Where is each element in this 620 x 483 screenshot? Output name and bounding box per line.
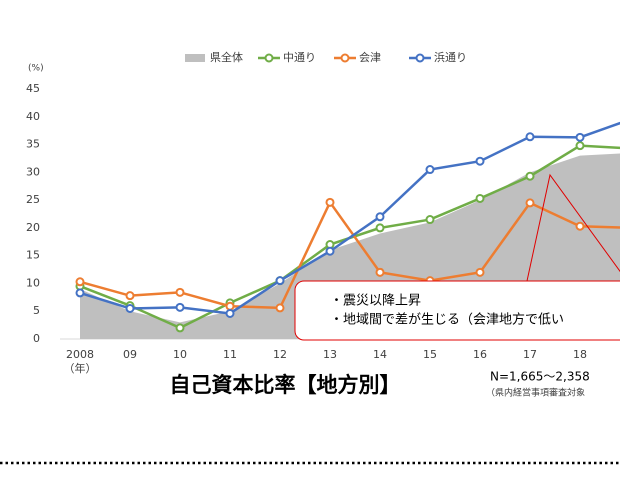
y-tick-label: 0 <box>33 332 40 345</box>
marker <box>475 267 485 277</box>
annotation: ・震災以降上昇 <box>330 294 421 309</box>
marker <box>275 276 285 286</box>
x-tick-label: 17 <box>523 348 537 361</box>
legend-label: 会津 <box>359 51 381 64</box>
x-tick-label: 2008 <box>66 348 94 361</box>
chart-title: 自己資本比率【地方別】 <box>170 373 401 397</box>
y-tick-label: 5 <box>33 304 40 317</box>
y-tick-label: 40 <box>26 110 40 123</box>
marker <box>425 165 435 175</box>
marker <box>575 221 585 231</box>
x-tick-label: 10 <box>173 348 187 361</box>
line <box>79 199 620 310</box>
y-tick-label: 25 <box>26 193 40 206</box>
legend-swatch <box>185 54 205 62</box>
y-tick-label: 10 <box>26 276 40 289</box>
marker <box>175 323 185 333</box>
x-tick-label: 18 <box>573 348 587 361</box>
marker <box>75 277 85 287</box>
marker <box>525 198 535 208</box>
legend-swatch <box>340 53 350 63</box>
x-tick-label: 11 <box>223 348 237 361</box>
marker <box>175 287 185 297</box>
marker <box>325 197 335 207</box>
legend-label: 浜通り <box>434 51 467 64</box>
legend-label: 中通り <box>283 51 316 64</box>
annotation-box <box>294 280 620 341</box>
legend-swatch <box>264 53 274 63</box>
x-tick-label: 12 <box>273 348 287 361</box>
marker <box>475 156 485 166</box>
marker <box>575 132 585 142</box>
y-tick-label: 15 <box>26 249 40 262</box>
x-tick-label: 14 <box>373 348 387 361</box>
marker <box>325 246 335 256</box>
marker <box>125 303 135 313</box>
y-tick-label: 35 <box>26 138 40 151</box>
y-unit: (%) <box>28 64 44 74</box>
x-tick-label: 15 <box>423 348 437 361</box>
marker <box>375 212 385 222</box>
marker <box>375 267 385 277</box>
x-tick-label: 13 <box>323 348 337 361</box>
marker <box>225 301 235 311</box>
callout-line <box>526 173 620 282</box>
marker <box>475 193 485 203</box>
y-tick-label: 30 <box>26 165 40 178</box>
line <box>79 121 620 315</box>
marker <box>275 303 285 313</box>
y-tick-label: 20 <box>26 221 40 234</box>
marker <box>525 132 535 142</box>
marker <box>525 171 535 181</box>
y-tick-label: 45 <box>26 82 40 95</box>
x-tick-label: 16 <box>473 348 487 361</box>
legend-label: 県全体 <box>210 50 243 64</box>
marker <box>375 223 385 233</box>
marker <box>75 288 85 298</box>
legend-swatch <box>415 53 425 63</box>
x-unit: （年） <box>64 361 97 375</box>
marker <box>575 141 585 151</box>
marker <box>425 215 435 225</box>
annotation: ・地域間で差が生じる（会津地方で低い <box>330 312 564 328</box>
marker <box>175 302 185 312</box>
x-tick-label: 09 <box>123 348 137 361</box>
marker <box>125 291 135 301</box>
marker <box>225 308 235 318</box>
subtitle: N=1,665～2,358 <box>490 370 590 384</box>
source-note: （県内経営事項審査対象 <box>486 387 585 399</box>
